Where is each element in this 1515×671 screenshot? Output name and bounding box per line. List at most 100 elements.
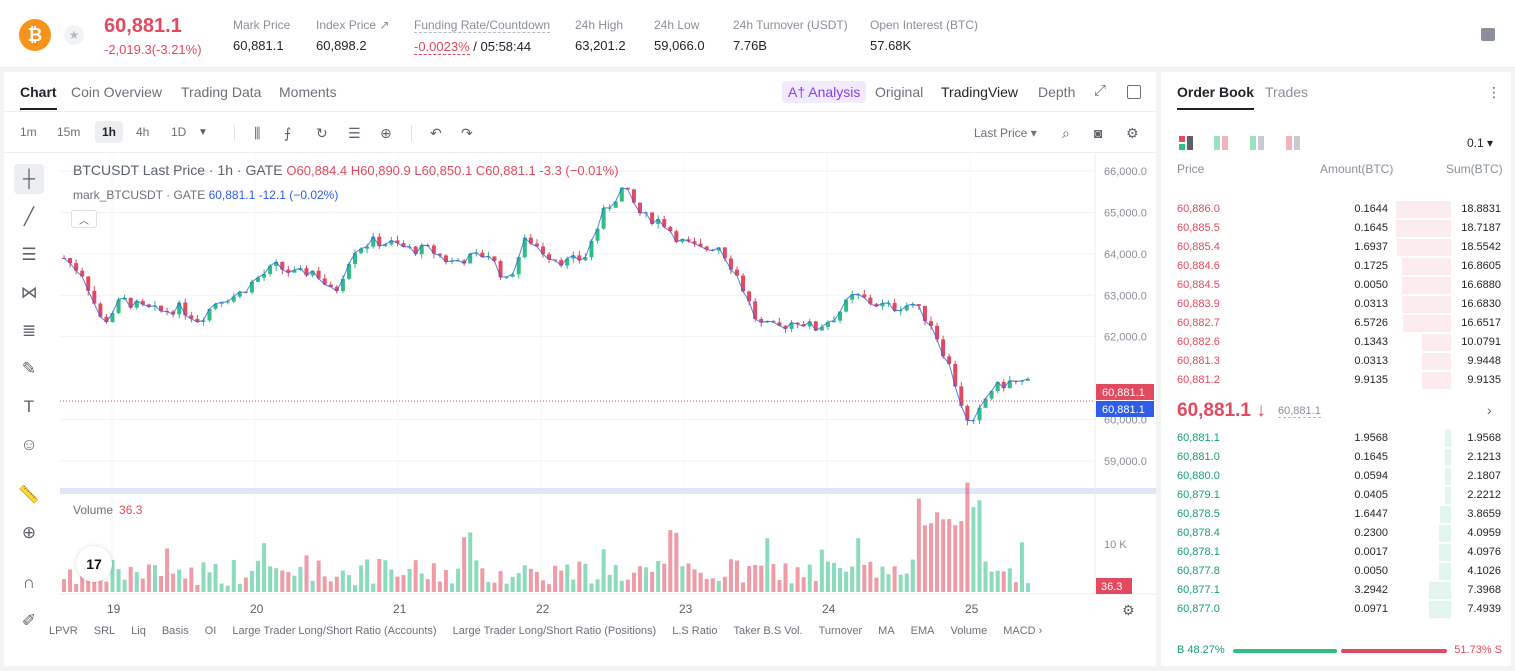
tab-trades[interactable]: Trades: [1265, 84, 1309, 100]
tab-chart[interactable]: Chart: [20, 84, 57, 110]
maximize-icon[interactable]: [1127, 85, 1141, 99]
candle-type-icon[interactable]: ⫼: [254, 125, 261, 141]
indicator-12[interactable]: Volume: [950, 625, 988, 637]
analysis-button[interactable]: A† Analysis: [782, 81, 867, 103]
view-asks-icon[interactable]: [1286, 136, 1300, 150]
ruler-icon[interactable]: 📏: [18, 485, 40, 504]
ask-amount: 0.0313: [1354, 298, 1388, 310]
ask-row[interactable]: 60,881.2 9.9135 9.9135: [1161, 371, 1511, 390]
indicator-8[interactable]: Taker B.S Vol.: [733, 625, 803, 637]
search-icon[interactable]: ⌕: [1062, 125, 1070, 141]
more-options-icon[interactable]: ⋮: [1487, 84, 1501, 100]
chevron-right-icon[interactable]: ›: [1487, 402, 1492, 418]
price-source-select[interactable]: Last Price ▾: [974, 126, 1037, 140]
crosshair-icon[interactable]: ┼: [14, 164, 44, 194]
ask-row[interactable]: 60,881.3 0.0313 9.9448: [1161, 352, 1511, 371]
bid-row[interactable]: 60,880.0 0.0594 2.1807: [1161, 467, 1511, 486]
indicator-11[interactable]: EMA: [910, 625, 935, 637]
timeframe-1h[interactable]: 1h: [95, 121, 124, 143]
timeframe-1d[interactable]: 1D: [171, 125, 187, 139]
candle-body: [310, 270, 315, 276]
templates-icon[interactable]: ☰: [348, 125, 361, 141]
lock-drawing-icon[interactable]: ✐: [21, 611, 37, 630]
camera-icon[interactable]: ◙: [1094, 125, 1103, 141]
ask-row[interactable]: 60,886.0 0.1644 18.8831: [1161, 200, 1511, 219]
view-depth[interactable]: Depth: [1038, 84, 1076, 100]
add-alert-icon[interactable]: ⊕: [380, 125, 392, 141]
tab-coin-overview[interactable]: Coin Overview: [71, 84, 163, 100]
volume-bar: [171, 573, 176, 592]
candle-body: [450, 260, 455, 262]
tab-order-book[interactable]: Order Book: [1177, 84, 1255, 110]
precision-select[interactable]: 0.1 ▾: [1467, 136, 1494, 150]
reset-icon[interactable]: ↻: [316, 125, 328, 141]
view-tradingview[interactable]: TradingView: [941, 84, 1019, 100]
indicator-2[interactable]: Liq: [131, 625, 146, 637]
view-original[interactable]: Original: [875, 84, 924, 100]
bid-row[interactable]: 60,878.1 0.0017 4.0976: [1161, 543, 1511, 562]
bid-row[interactable]: 60,877.1 3.2942 7.3968: [1161, 581, 1511, 600]
indicator-6[interactable]: Large Trader Long/Short Ratio (Positions…: [452, 625, 657, 637]
stat-index-price[interactable]: Index Price ↗ 60,898.2: [316, 18, 390, 53]
trend-line-icon[interactable]: ╱: [23, 207, 35, 226]
fib-retracement-icon[interactable]: ≣: [21, 321, 37, 340]
indicator-5[interactable]: Large Trader Long/Short Ratio (Accounts): [232, 625, 437, 637]
y-tick-label: 59,000.0: [1104, 456, 1147, 468]
ask-row[interactable]: 60,884.6 0.1725 16.8605: [1161, 257, 1511, 276]
timeframe-dropdown-icon[interactable]: ▼: [198, 127, 208, 138]
timeframe-4h[interactable]: 4h: [136, 125, 150, 139]
view-both-icon[interactable]: [1179, 136, 1193, 150]
emoji-icon[interactable]: ☺: [20, 435, 38, 454]
tab-moments[interactable]: Moments: [279, 84, 337, 100]
collapse-legend-icon[interactable]: ︿: [71, 210, 97, 228]
indicator-13[interactable]: MACD ›: [1003, 625, 1043, 637]
bid-row[interactable]: 60,879.1 0.0405 2.2212: [1161, 486, 1511, 505]
volume-bar: [116, 569, 121, 592]
tab-trading-data[interactable]: Trading Data: [181, 84, 262, 100]
pattern-icon[interactable]: ⋈: [20, 283, 38, 302]
indicator-1[interactable]: SRL: [93, 625, 116, 637]
undo-icon[interactable]: ↶: [430, 125, 442, 141]
settings-gear-icon[interactable]: ⚙: [1126, 125, 1139, 141]
indicator-4[interactable]: OI: [204, 625, 217, 637]
bid-row[interactable]: 60,877.8 0.0050 4.1026: [1161, 562, 1511, 581]
favorite-star-icon[interactable]: ★: [64, 25, 84, 45]
ask-row[interactable]: 60,884.5 0.0050 16.6880: [1161, 276, 1511, 295]
ask-row[interactable]: 60,882.7 6.5726 16.6517: [1161, 314, 1511, 333]
candle-body: [1026, 378, 1030, 381]
price-chart[interactable]: 66,000.0 65,000.0 64,000.0 63,000.0 62,000.0…: [60, 154, 1156, 666]
redo-icon[interactable]: ↷: [461, 125, 473, 141]
bid-row[interactable]: 60,881.1 1.9568 1.9568: [1161, 429, 1511, 448]
indicator-3[interactable]: Basis: [161, 625, 189, 637]
indicator-10[interactable]: MA: [878, 625, 895, 637]
bid-amount: 0.0050: [1354, 565, 1388, 577]
bid-row[interactable]: 60,878.5 1.6447 3.8659: [1161, 505, 1511, 524]
volume-bar: [947, 519, 952, 592]
ask-row[interactable]: 60,882.6 0.1343 10.0791: [1161, 333, 1511, 352]
bid-row[interactable]: 60,878.4 0.2300 4.0959: [1161, 524, 1511, 543]
brush-icon[interactable]: ✎: [21, 359, 37, 378]
tradingview-logo[interactable]: 17: [76, 546, 112, 582]
timeframe-1m[interactable]: 1m: [20, 125, 37, 139]
bid-row[interactable]: 60,881.0 0.1645 2.1213: [1161, 448, 1511, 467]
expand-icon[interactable]: ⤢: [1094, 82, 1107, 99]
indicators-icon[interactable]: ⨍: [284, 125, 292, 141]
indicator-7[interactable]: L.S Ratio: [672, 625, 718, 637]
text-tool-icon[interactable]: T: [23, 397, 35, 416]
horizontal-lines-icon[interactable]: ☰: [21, 245, 37, 264]
view-bids-icon[interactable]: [1250, 136, 1264, 150]
bid-row[interactable]: 60,877.0 0.0971 7.4939: [1161, 600, 1511, 619]
ask-row[interactable]: 60,885.5 0.1645 18.7187: [1161, 219, 1511, 238]
view-both-alt-icon[interactable]: [1214, 136, 1228, 150]
indicator-9[interactable]: Turnover: [818, 625, 863, 637]
ask-row[interactable]: 60,885.4 1.6937 18.5542: [1161, 238, 1511, 257]
guide-book-icon[interactable]: [1481, 28, 1495, 41]
zoom-in-icon[interactable]: ⊕: [21, 523, 37, 542]
magnet-icon[interactable]: ∩: [22, 573, 36, 592]
volume-last-tag: 36.3: [1101, 581, 1122, 593]
volume-bar: [110, 560, 115, 592]
timeframe-15m[interactable]: 15m: [57, 125, 81, 139]
candlestick-svg[interactable]: 66,000.0 65,000.0 64,000.0 63,000.0 62,000.0…: [60, 154, 1156, 666]
ask-row[interactable]: 60,883.9 0.0313 16.6830: [1161, 295, 1511, 314]
indicator-0[interactable]: LPVR: [49, 625, 78, 637]
